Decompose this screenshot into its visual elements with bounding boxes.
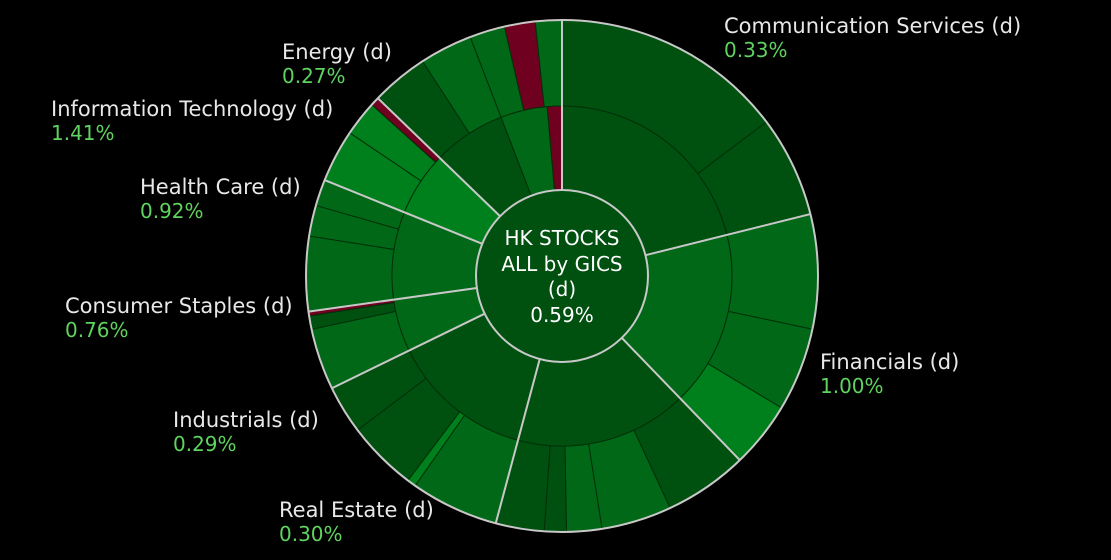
inner-ring	[391, 105, 733, 447]
outer-ring	[305, 19, 819, 533]
sector-name: Information Technology (d)	[51, 97, 334, 121]
center-value: 0.59%	[530, 303, 594, 327]
sector-label-industrials[interactable]: Industrials (d) 0.29%	[173, 408, 319, 456]
center-title-line-1: HK STOCKS	[505, 226, 620, 250]
sector-divider-real-estate	[621, 337, 741, 461]
sector-change: 0.92%	[140, 199, 204, 223]
center-title-line-3: (d)	[548, 277, 576, 301]
sector-label-consumer-staples[interactable]: Consumer Staples (d) 0.76%	[65, 294, 293, 342]
sector-change: 0.76%	[65, 318, 129, 342]
sector-divider-energy	[377, 97, 501, 217]
sector-change: 0.30%	[279, 522, 343, 546]
sector-change: 1.00%	[820, 374, 884, 398]
sector-name: Communication Services (d)	[724, 14, 1022, 38]
outer-rim	[305, 19, 819, 533]
center-disc[interactable]	[475, 189, 649, 363]
sector-dividers	[308, 20, 811, 524]
sector-name: Health Care (d)	[140, 175, 301, 199]
sector-name: Energy (d)	[282, 40, 392, 64]
sector-label-energy[interactable]: Energy (d) 0.27%	[282, 40, 392, 88]
sector-label-financials[interactable]: Financials (d) 1.00%	[820, 350, 960, 398]
sector-name: Consumer Staples (d)	[65, 294, 293, 318]
sector-divider-information-technology	[324, 179, 483, 245]
sector-change: 1.41%	[51, 121, 115, 145]
sector-change: 0.29%	[173, 432, 237, 456]
sector-label-real-estate[interactable]: Real Estate (d) 0.30%	[279, 498, 434, 546]
sector-divider-financials	[645, 213, 811, 257]
sector-name: Industrials (d)	[173, 408, 319, 432]
sector-label-communication-services[interactable]: Communication Services (d) 0.33%	[724, 14, 1022, 62]
center-title-line-2: ALL by GICS	[501, 252, 622, 276]
sector-change: 0.33%	[724, 38, 788, 62]
sector-divider-consumer-staples	[331, 312, 486, 390]
sector-divider-industrials	[494, 358, 541, 524]
sector-label-information-technology[interactable]: Information Technology (d) 1.41%	[51, 97, 334, 145]
sector-divider-health-care	[308, 286, 477, 313]
sector-name: Financials (d)	[820, 350, 960, 374]
sector-name: Real Estate (d)	[279, 498, 434, 522]
sector-label-health-care[interactable]: Health Care (d) 0.92%	[140, 175, 301, 223]
sector-change: 0.27%	[282, 64, 346, 88]
